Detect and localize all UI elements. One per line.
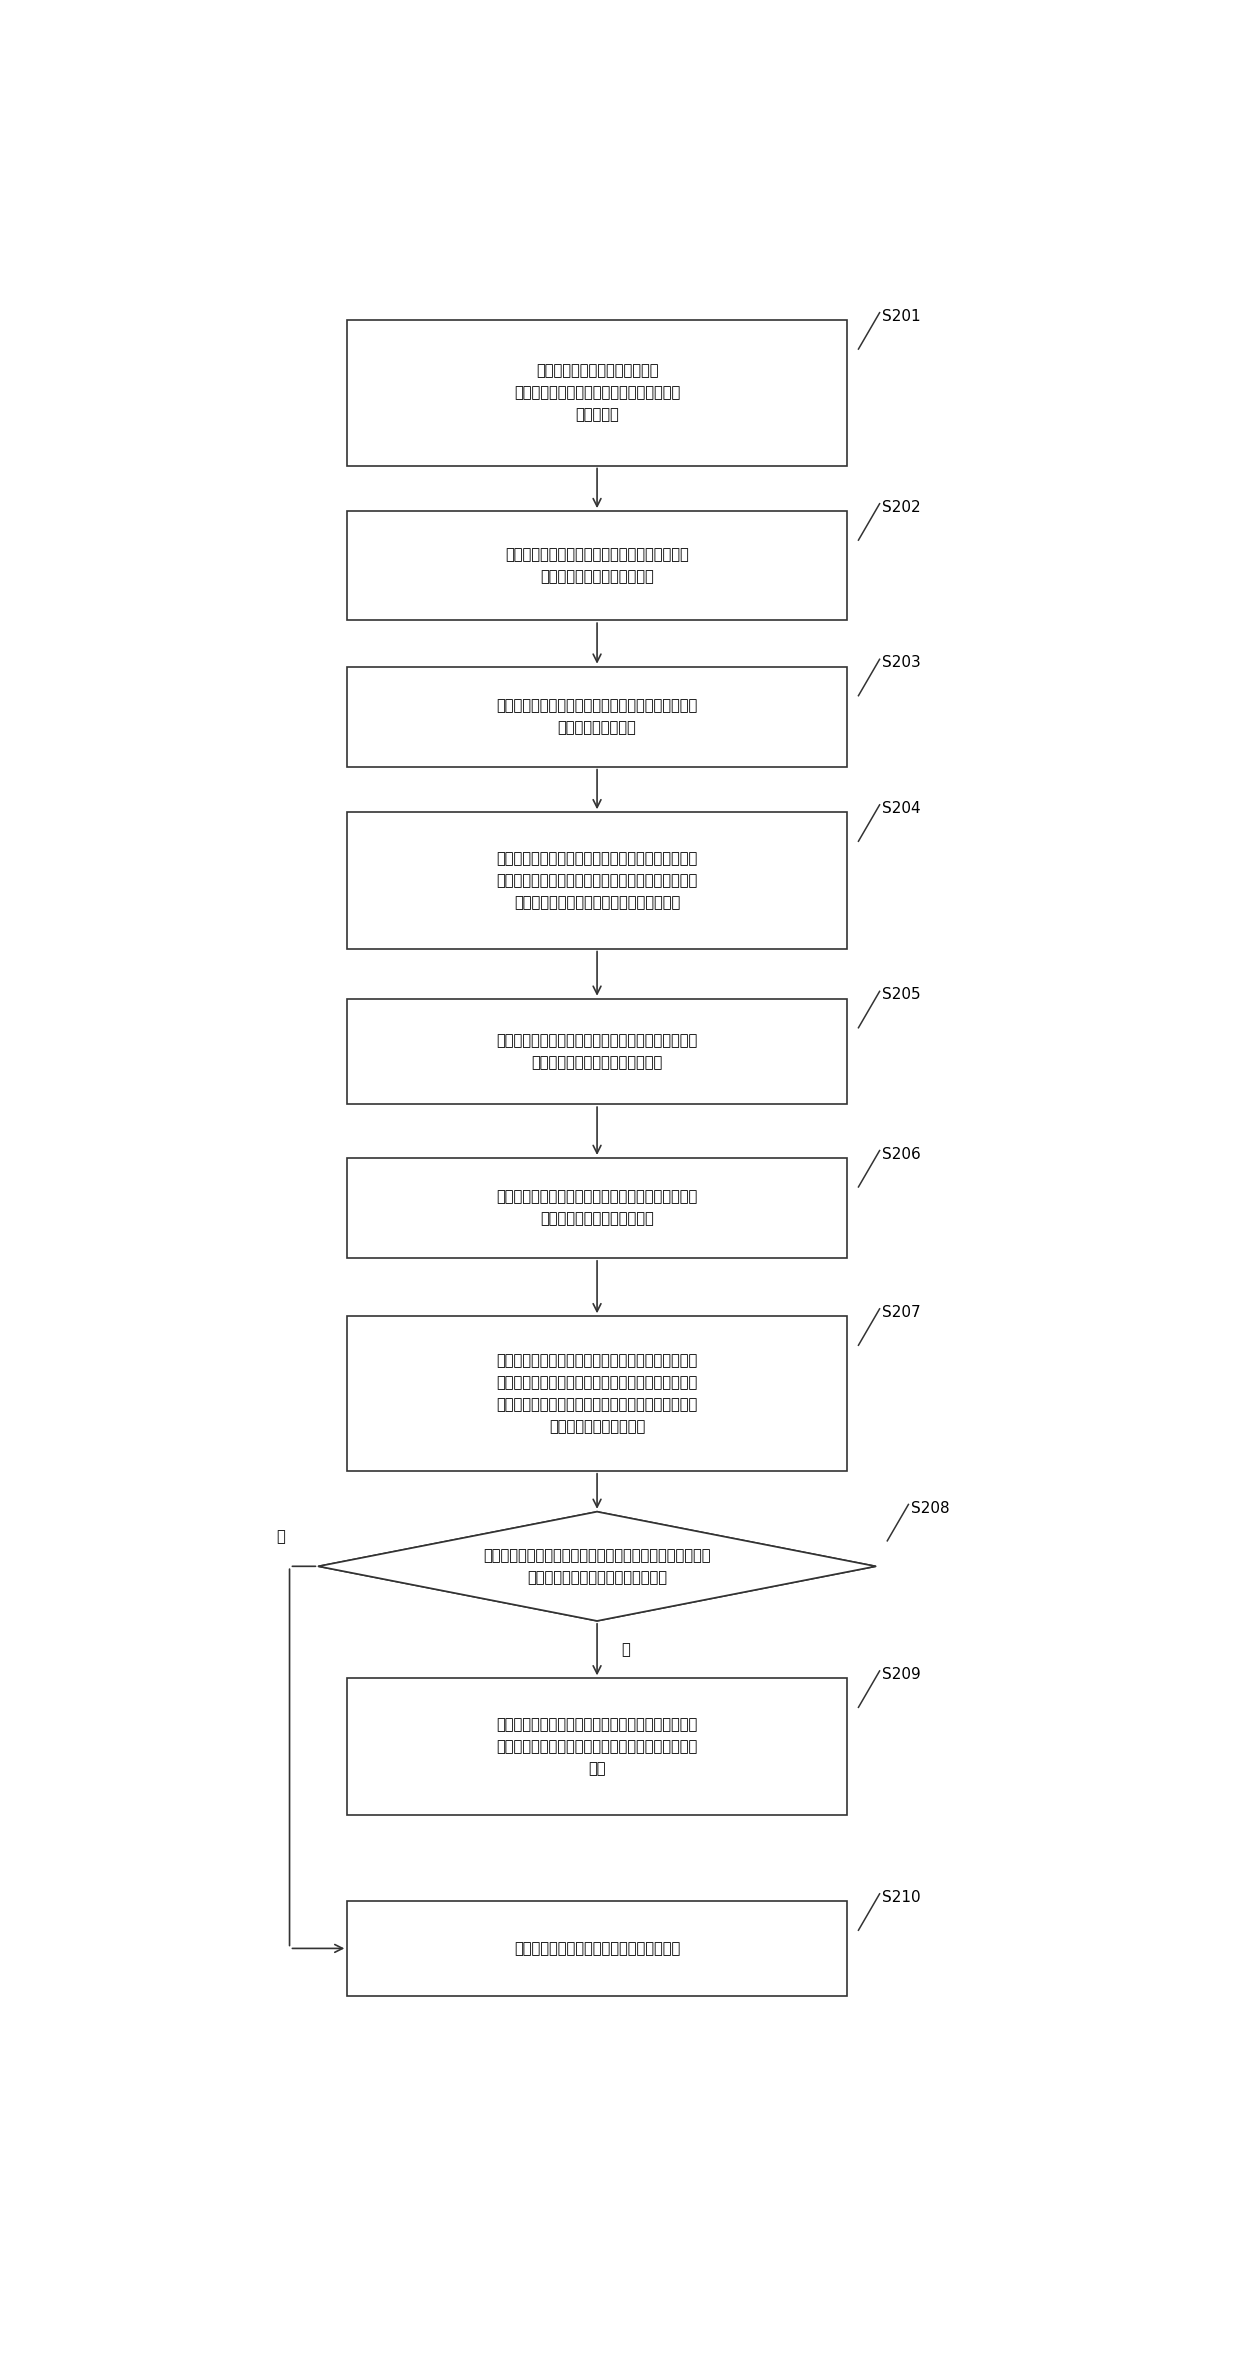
Bar	[347, 510, 847, 619]
Bar	[347, 1158, 847, 1257]
Bar	[347, 319, 847, 466]
Bar	[347, 1000, 847, 1104]
Polygon shape	[319, 1512, 875, 1621]
Text: S207: S207	[883, 1304, 921, 1321]
Text: 部署在自移动设备的作业空间内
的至少一个外置传感器采集各自覆盖空间内
的环境信息: 部署在自移动设备的作业空间内 的至少一个外置传感器采集各自覆盖空间内 的环境信息	[513, 364, 681, 423]
Text: S206: S206	[883, 1146, 921, 1163]
Text: 自移动设备接收至少一个外置传感器采集到的各自覆
盖空间内的环境信息: 自移动设备接收至少一个外置传感器采集到的各自覆 盖空间内的环境信息	[496, 697, 698, 735]
Bar	[347, 666, 847, 766]
Bar	[347, 813, 847, 948]
Text: 自移动设备根据目标外置传感器的标识信息，接收来
自目标外置传感器的蓝牙信号: 自移动设备根据目标外置传感器的标识信息，接收来 自目标外置传感器的蓝牙信号	[496, 1189, 698, 1226]
Text: S203: S203	[883, 655, 921, 671]
Text: 自移动设备根据目标外置传感器的标识信息，判断是否能够
接收来自目标外置传感器的红外信号: 自移动设备根据目标外置传感器的标识信息，判断是否能够 接收来自目标外置传感器的红…	[484, 1548, 711, 1586]
Text: S201: S201	[883, 310, 921, 324]
Text: S209: S209	[883, 1666, 921, 1682]
Text: 自移动设备基于至少一个外置传感器采集到的各自覆
盖空间内的环境信息，确定至少一个外置传感器的覆
盖空间内存在需要执行作业任务的目标空间: 自移动设备基于至少一个外置传感器采集到的各自覆 盖空间内的环境信息，确定至少一个…	[496, 851, 698, 910]
Text: 自移动设备确定当前所在空间是目标空间，在目标空
间内执行作业任务，并在作业任务完成后，结束此次
操作: 自移动设备确定当前所在空间是目标空间，在目标空 间内执行作业任务，并在作业任务完…	[496, 1718, 698, 1777]
Text: S210: S210	[883, 1890, 921, 1905]
Text: S205: S205	[883, 988, 921, 1002]
Text: 否: 否	[277, 1529, 285, 1545]
Text: 自移动设备移动确定覆盖目标空间的目标外置传感器
并获取目标外置传感器的标识信息: 自移动设备移动确定覆盖目标空间的目标外置传感器 并获取目标外置传感器的标识信息	[496, 1033, 698, 1070]
Text: S204: S204	[883, 801, 921, 815]
Bar	[347, 1902, 847, 1997]
Text: 自移动设备确定当前所在空间不是目标空间: 自移动设备确定当前所在空间不是目标空间	[513, 1940, 681, 1957]
Text: S202: S202	[883, 501, 921, 515]
Text: S208: S208	[911, 1501, 950, 1515]
Bar	[347, 1316, 847, 1470]
Text: 至少一个外置传感器将采集到的各自覆盖空间内
的环境信息发送至自移动设备: 至少一个外置传感器将采集到的各自覆盖空间内 的环境信息发送至自移动设备	[505, 546, 689, 584]
Bar	[347, 1678, 847, 1815]
Text: 是: 是	[621, 1642, 630, 1656]
Text: 自移动设备随机向不同方向移动，以感知第二定位信
号的强度信息的变化情况，并沿着第二定位信号的强
度信息增大的方向移动，直至强度信息增大至设定阈
值时确定移动至目: 自移动设备随机向不同方向移动，以感知第二定位信 号的强度信息的变化情况，并沿着第…	[496, 1352, 698, 1434]
